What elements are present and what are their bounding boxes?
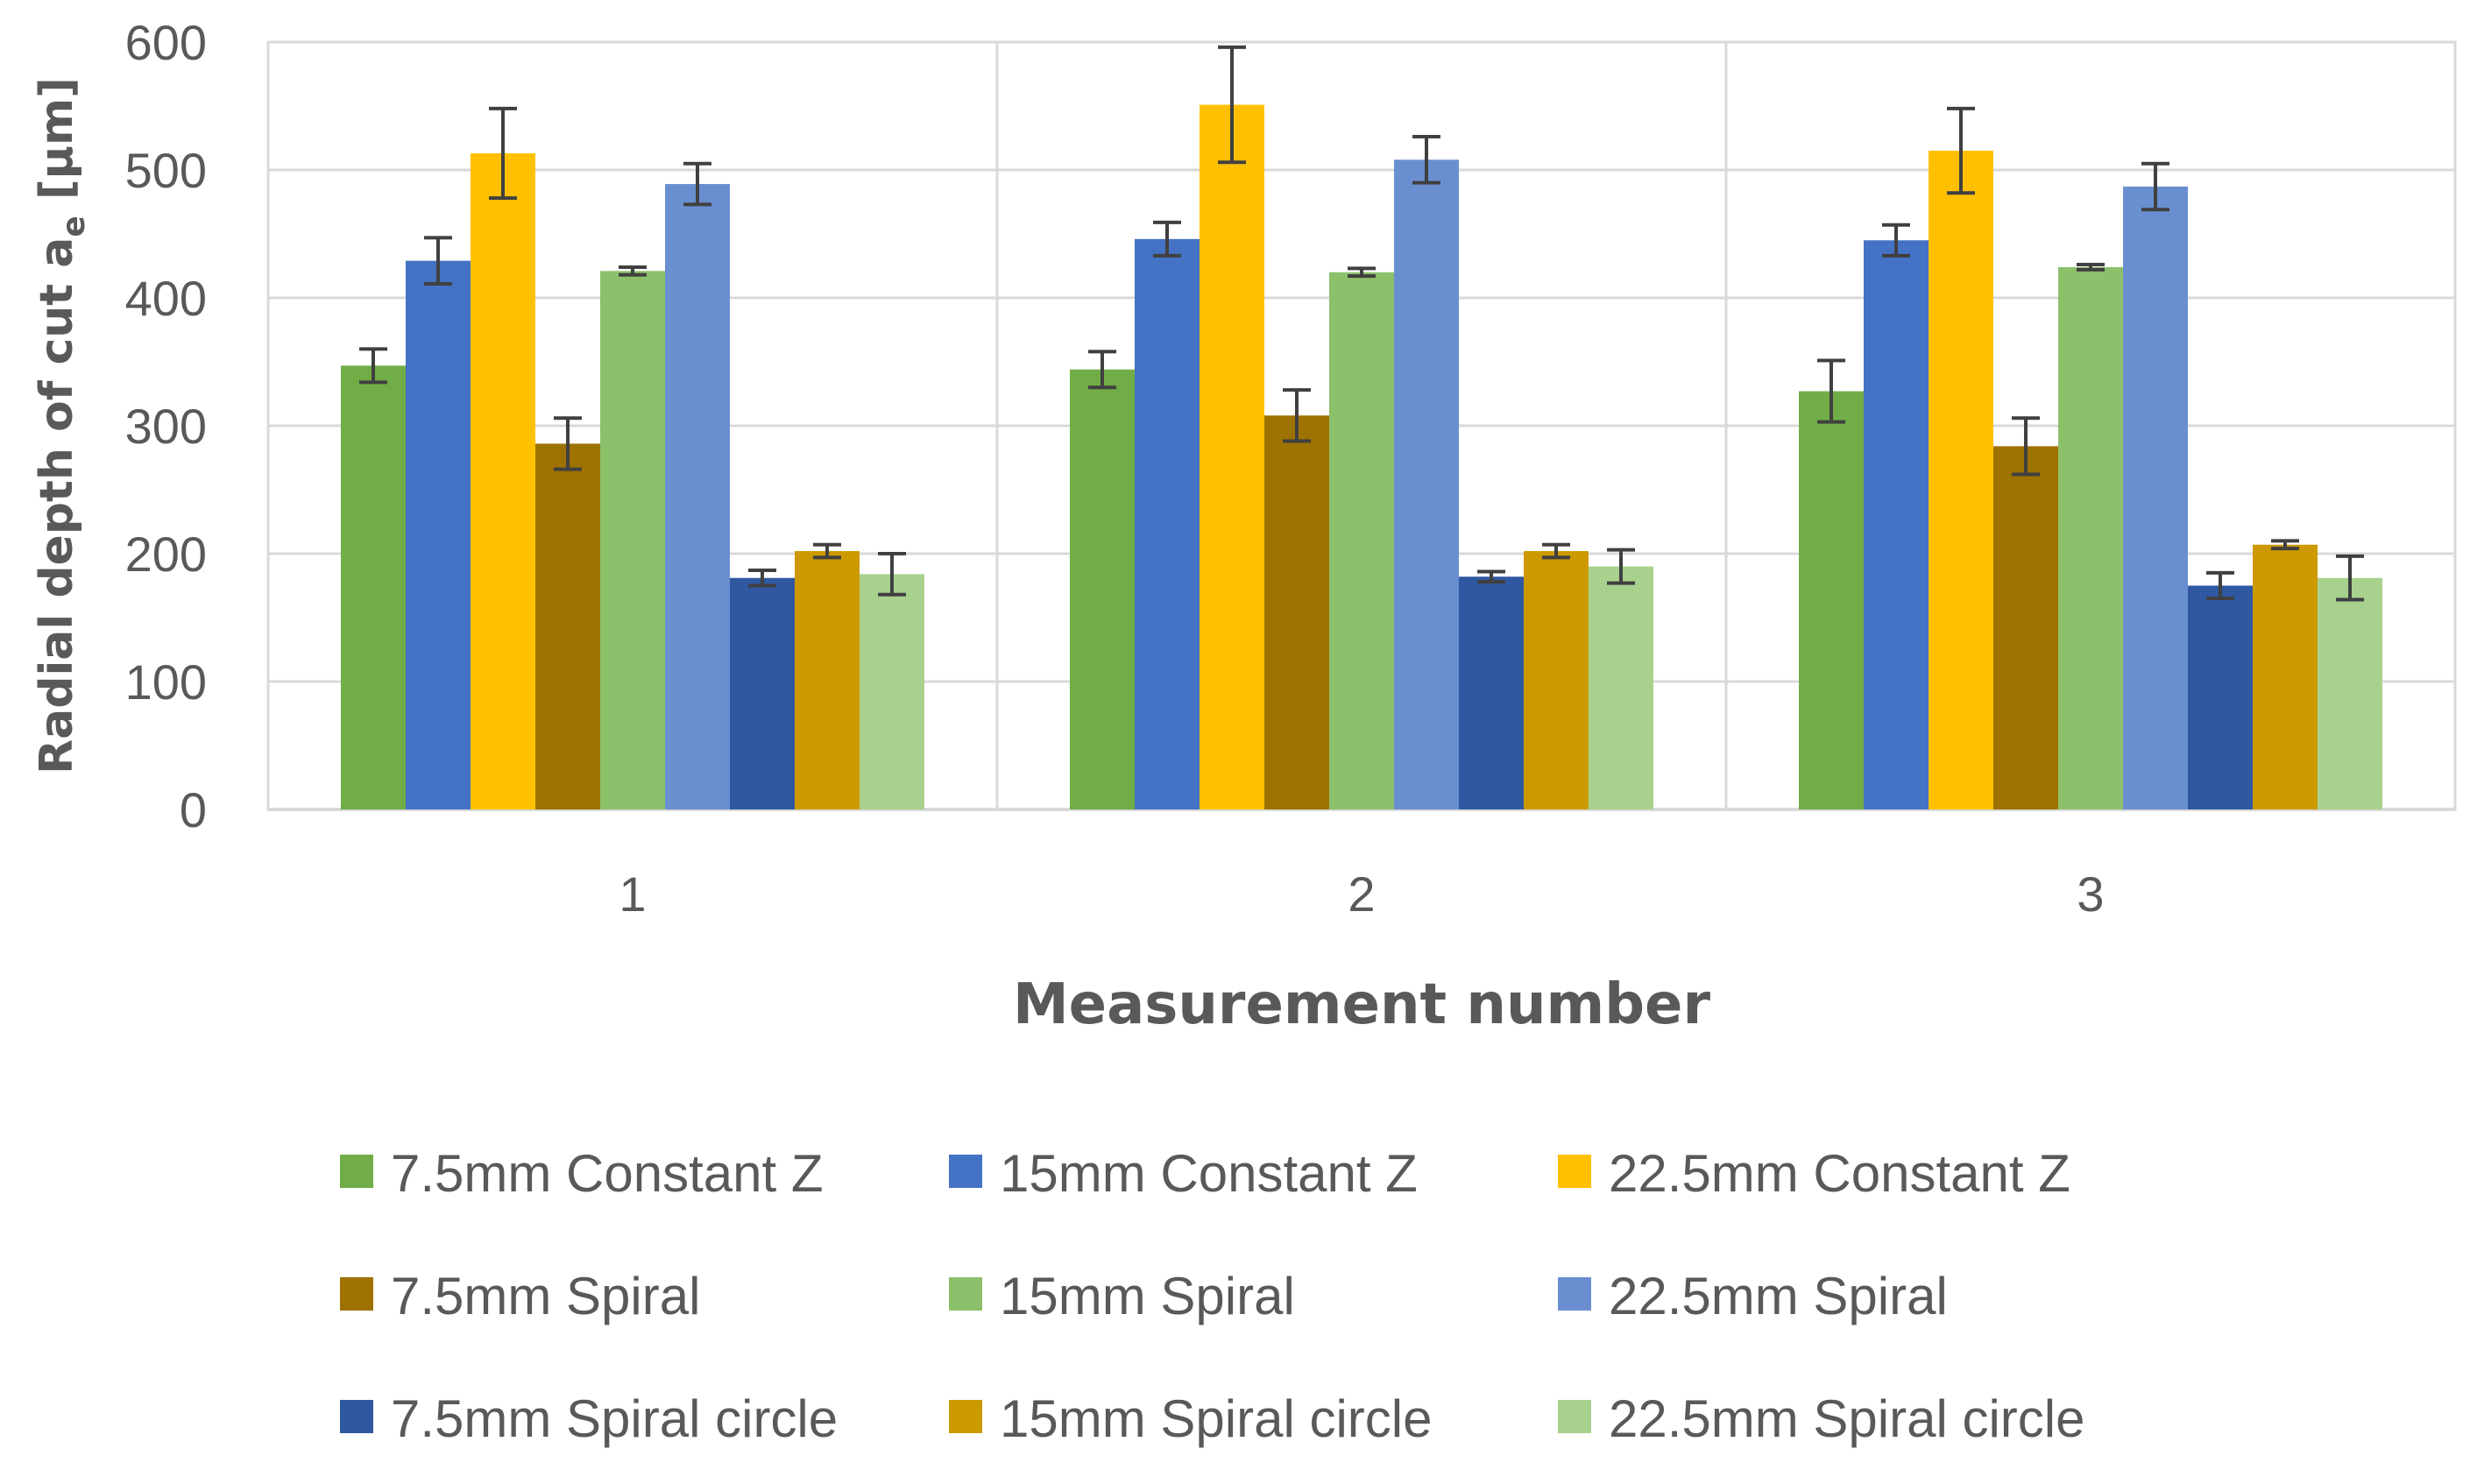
y-tick-label: 400 — [125, 271, 207, 326]
error-bar — [1088, 350, 1116, 390]
bar — [406, 260, 471, 809]
bar — [665, 184, 730, 809]
legend-item: 15mm Spiral — [949, 1267, 1295, 1325]
error-bar — [1218, 45, 1246, 165]
error-bar — [619, 265, 647, 277]
legend-item: 22.5mm Spiral — [1558, 1267, 1948, 1325]
legend-label: 22.5mm Spiral circle — [1609, 1389, 2085, 1448]
bar — [1459, 576, 1524, 809]
error-bar — [2141, 161, 2169, 212]
x-tick-label: 3 — [2077, 866, 2104, 922]
legend-swatch — [340, 1277, 373, 1311]
x-axis-ticks: 1 2 3 — [619, 866, 2104, 922]
bar — [1864, 240, 1929, 809]
bar — [2123, 186, 2188, 810]
y-tick-label: 200 — [125, 526, 207, 582]
error-bar — [2077, 263, 2105, 272]
bar — [471, 153, 535, 809]
error-bar — [1947, 106, 1975, 195]
legend-label: 15mm Constant Z — [1000, 1144, 1418, 1203]
legend-item: 7.5mm Spiral circle — [340, 1389, 838, 1448]
bar — [1799, 391, 1864, 809]
error-bar — [489, 106, 517, 201]
legend-label: 22.5mm Spiral — [1609, 1267, 1948, 1325]
legend-item: 15mm Constant Z — [949, 1144, 1418, 1203]
legend-swatch — [1558, 1400, 1591, 1433]
legend-swatch — [1558, 1277, 1591, 1311]
error-bar — [683, 161, 711, 207]
x-tick-label: 2 — [1348, 866, 1375, 922]
bar — [2318, 577, 2382, 809]
error-bar — [2271, 539, 2299, 551]
bar — [1200, 104, 1264, 810]
error-bar — [813, 542, 841, 560]
legend-swatch — [340, 1155, 373, 1188]
bar — [1264, 415, 1329, 809]
bar — [1993, 446, 2058, 809]
error-bar — [878, 552, 906, 597]
legend-swatch — [949, 1155, 982, 1188]
y-tick-label: 600 — [125, 15, 207, 70]
legend-label: 7.5mm Spiral — [391, 1267, 700, 1325]
error-bar — [2206, 570, 2234, 601]
x-tick-label: 1 — [619, 866, 646, 922]
bar — [600, 271, 665, 810]
legend-label: 15mm Spiral — [1000, 1267, 1295, 1325]
bars — [341, 104, 2382, 810]
legend-item: 7.5mm Constant Z — [340, 1144, 824, 1203]
legend-swatch — [1558, 1155, 1591, 1188]
error-bar — [424, 236, 452, 286]
bar — [1589, 566, 1653, 809]
error-bar — [2336, 554, 2364, 602]
bar — [1135, 238, 1200, 810]
bar — [535, 443, 600, 809]
legend-swatch — [949, 1400, 982, 1433]
bar — [730, 577, 795, 809]
bar — [1524, 551, 1589, 809]
bar — [341, 365, 406, 809]
bar — [1929, 151, 1993, 810]
error-bar — [1477, 569, 1505, 584]
legend-item: 15mm Spiral circle — [949, 1389, 1432, 1448]
legend-swatch — [340, 1400, 373, 1433]
y-tick-label: 0 — [180, 782, 207, 837]
error-bars — [359, 45, 2364, 602]
bar — [795, 551, 860, 809]
error-bar — [2012, 416, 2040, 477]
bar — [1070, 369, 1135, 809]
legend: 7.5mm Constant Z 15mm Constant Z 22.5mm Co… — [340, 1144, 2085, 1448]
y-tick-label: 100 — [125, 654, 207, 710]
legend-item: 7.5mm Spiral — [340, 1267, 700, 1325]
bar — [1394, 159, 1459, 809]
error-bar — [1412, 135, 1440, 185]
error-bar — [1283, 388, 1311, 443]
legend-label: 7.5mm Spiral circle — [391, 1389, 838, 1448]
bar — [2058, 266, 2123, 810]
error-bar — [1348, 266, 1376, 279]
y-tick-label: 500 — [125, 143, 207, 198]
bar — [860, 574, 924, 809]
error-bar — [1542, 542, 1570, 560]
y-tick-label: 300 — [125, 399, 207, 454]
legend-item: 22.5mm Constant Z — [1558, 1144, 2070, 1203]
error-bar — [359, 347, 387, 385]
bar — [2253, 544, 2318, 809]
y-axis-ticks: 0 100 200 300 400 500 600 — [125, 15, 207, 837]
legend-label: 15mm Spiral circle — [1000, 1389, 1432, 1448]
error-bar — [748, 568, 776, 588]
error-bar — [1817, 358, 1845, 424]
error-bar — [1153, 220, 1181, 258]
bar — [1329, 272, 1394, 809]
legend-swatch — [949, 1277, 982, 1311]
legend-item: 22.5mm Spiral circle — [1558, 1389, 2085, 1448]
y-axis-title: Radial depth of cut ae [µm] — [31, 77, 92, 774]
bar — [2188, 585, 2253, 809]
x-axis-title: Measurement number — [1013, 972, 1710, 1037]
legend-label: 7.5mm Constant Z — [391, 1144, 824, 1203]
error-bar — [1607, 548, 1635, 585]
error-bar — [554, 416, 582, 471]
error-bar — [1882, 223, 1910, 258]
legend-label: 22.5mm Constant Z — [1609, 1144, 2070, 1203]
